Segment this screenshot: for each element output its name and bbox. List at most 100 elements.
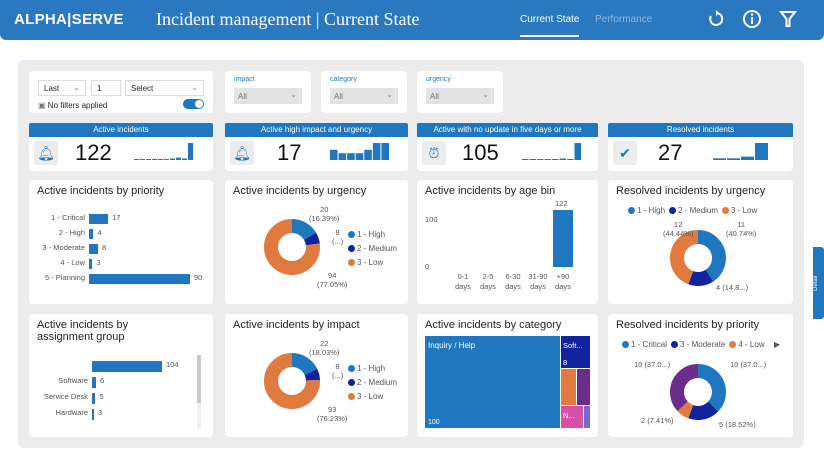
legend-dot	[348, 365, 355, 372]
legend-item[interactable]: 3 - Low	[348, 258, 397, 267]
legend-item[interactable]: 4 - Low	[729, 340, 765, 349]
donut-slice	[670, 230, 726, 286]
count-input[interactable]: 1	[91, 80, 121, 96]
x-tick-label: 6-30 days	[505, 272, 521, 291]
legend-dot	[669, 207, 677, 214]
data-label: 93 (76.23%)	[317, 405, 348, 423]
bar-value-label: 8	[101, 243, 107, 252]
info-icon[interactable]	[741, 8, 763, 30]
bar[interactable]	[92, 393, 96, 404]
slicer-value: All	[430, 92, 439, 101]
legend: 1 - High 2 - Medium 3 - Low	[628, 206, 761, 215]
slicer-impact: impact All ⌄	[225, 71, 311, 113]
filter-status-text: No filters applied	[47, 101, 108, 110]
legend-label: 1 - High	[357, 230, 386, 239]
spark-bar	[140, 159, 145, 160]
legend-dot	[348, 259, 355, 266]
legend-item[interactable]: 2 - Medium	[669, 206, 718, 215]
bar-category-label: Service Desk	[43, 392, 88, 401]
spark-bar	[544, 159, 551, 160]
scrollbar[interactable]	[197, 355, 201, 430]
treemap-tile[interactable]	[577, 369, 590, 405]
period-select[interactable]: Last ⌄	[38, 80, 86, 96]
x-tick-label: 31-90 days	[528, 272, 548, 291]
spark-bar	[559, 158, 566, 160]
legend-label: 2 - Medium	[678, 206, 719, 215]
treemap-tile[interactable]	[561, 369, 576, 405]
column-chart	[553, 210, 573, 267]
bar-value-label: 4	[97, 228, 102, 237]
legend-item[interactable]: 2 - Medium	[348, 378, 397, 387]
legend-dot	[348, 231, 355, 238]
legend: 1 - Critical 3 - Moderate 4 - Low	[622, 340, 769, 349]
bar-category-label: 1 - Critical	[51, 213, 85, 222]
legend-label: 2 - Medium	[357, 244, 398, 253]
bar[interactable]	[92, 361, 162, 372]
filter-icon[interactable]	[777, 8, 799, 30]
bar[interactable]	[89, 229, 94, 239]
x-tick-label: 2-5 days	[480, 272, 496, 291]
spark-bar	[188, 143, 193, 160]
data-label: 2 (7.41%)	[641, 416, 674, 425]
spark-bar	[552, 159, 559, 160]
spark-bar	[567, 159, 574, 160]
tab-current-state[interactable]: Current State	[520, 14, 580, 37]
treemap-tile[interactable]	[584, 406, 590, 428]
filter-toggle[interactable]	[183, 99, 204, 109]
bar-category-label: 3 - Moderate	[42, 243, 85, 252]
tab-performance[interactable]: Performance	[595, 14, 653, 25]
legend-item[interactable]: 3 - Low	[348, 392, 397, 401]
legend-item[interactable]: 1 - High	[628, 206, 665, 215]
legend: 1 - High 2 - Medium 3 - Low	[348, 364, 397, 406]
bar-category-label: Hardware	[55, 408, 88, 417]
legend-item[interactable]: 2 - Medium	[348, 244, 397, 253]
chart-title: Active incidents by impact	[233, 319, 360, 331]
legend-next-icon[interactable]: ▶	[774, 340, 781, 349]
slicer-label: urgency	[426, 76, 451, 83]
spark-bar	[537, 159, 544, 160]
slicer-dropdown[interactable]: All ⌄	[234, 88, 302, 104]
spark-bar	[522, 159, 529, 160]
unit-select[interactable]: Select ⌄	[125, 80, 204, 96]
y-tick-label: 0	[425, 262, 430, 271]
treemap-tile[interactable]: Soft... 8	[561, 336, 590, 368]
detail-tab[interactable]: Detail	[813, 247, 824, 319]
legend-dot	[622, 341, 629, 348]
y-tick-label: 100	[425, 215, 438, 225]
legend-item[interactable]: 1 - High	[348, 230, 397, 239]
bar[interactable]	[92, 409, 95, 420]
legend-item[interactable]: 3 - Low	[722, 206, 757, 215]
spark-bar	[529, 159, 536, 160]
bar[interactable]	[89, 259, 93, 269]
relative-date-filter: Last ⌄ 1 Select ⌄ ▣ No filters applied	[29, 71, 213, 113]
legend-label: 3 - Low	[731, 206, 758, 215]
chevron-down-icon: ⌄	[73, 83, 80, 92]
legend-dot	[348, 393, 355, 400]
treemap-tile[interactable]: N...	[561, 406, 583, 428]
legend-label: 3 - Low	[357, 392, 384, 401]
bar[interactable]	[89, 214, 109, 224]
spark-bar	[182, 158, 187, 160]
filter-status: ▣ No filters applied	[38, 101, 107, 110]
data-label: 22 (18.03%)	[309, 339, 340, 357]
legend-item[interactable]: 1 - High	[348, 364, 397, 373]
bar[interactable]	[89, 274, 190, 284]
legend-item[interactable]: 3 - Moderate	[671, 340, 725, 349]
bar-category-label: 4 - Low	[60, 258, 85, 267]
bar-category-label: 5 - Planning	[44, 273, 85, 282]
chevron-down-icon: ⌄	[191, 83, 198, 92]
bar[interactable]	[92, 377, 97, 388]
bar[interactable]	[89, 244, 98, 254]
refresh-icon[interactable]	[705, 8, 727, 30]
treemap-tile[interactable]: Inquiry / Help 100	[425, 336, 560, 428]
legend-item[interactable]: 1 - Critical	[622, 340, 667, 349]
tile-label: Soft...	[563, 341, 583, 350]
bar-value-label: 3	[98, 408, 103, 417]
slicer-dropdown[interactable]: All ⌄	[330, 88, 398, 104]
chart-urgency: Active incidents by urgency 1 - High 2 - M…	[225, 180, 408, 304]
sparkline	[134, 143, 193, 160]
slicer-dropdown[interactable]: All ⌄	[426, 88, 494, 104]
alarm-clock-icon: ⏰︎	[422, 141, 446, 165]
bar-value-label: 90	[194, 273, 203, 282]
spark-bar	[381, 143, 389, 160]
